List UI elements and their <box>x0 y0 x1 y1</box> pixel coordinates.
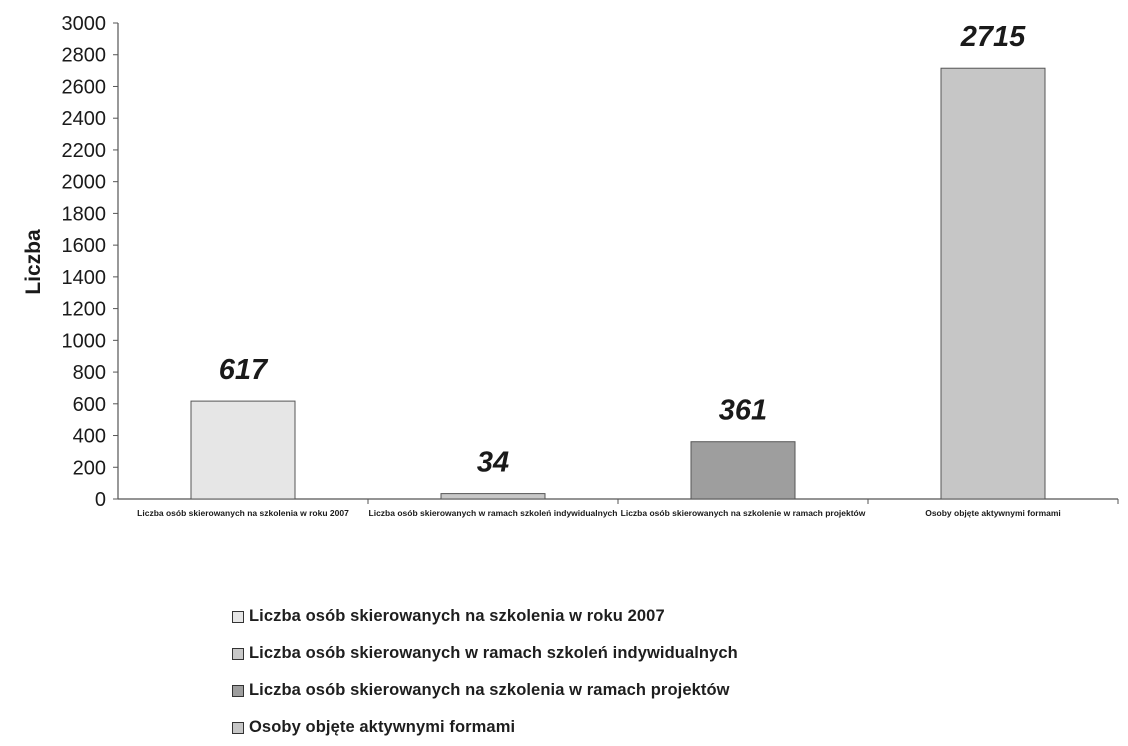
y-tick-label: 800 <box>73 362 106 384</box>
legend-swatch-0 <box>232 610 244 623</box>
legend: Liczba osób skierowanych na szkolenia w … <box>232 598 738 746</box>
bar-chart: Liczba 0 200 400 600 800 1000 1200 1400 1600 1800… <box>22 13 1119 518</box>
x-tick-label: Liczba osób skierowanych na szkolenie w … <box>621 508 866 518</box>
y-tick-label: 2200 <box>62 140 107 162</box>
y-axis: 0 200 400 600 800 1000 1200 1400 1600 1800 2000 220… <box>62 13 119 511</box>
bar <box>190 400 296 500</box>
legend-swatch-1 <box>232 647 244 660</box>
y-tick-label: 200 <box>73 457 106 479</box>
y-tick-label: 1000 <box>62 330 107 352</box>
x-tick-label: Liczba osób skierowanych w ramach szkole… <box>369 508 618 518</box>
y-tick-label: 1400 <box>62 267 107 289</box>
legend-label-3: Osoby objęte aktywnymi formami <box>249 718 516 736</box>
legend-item: Liczba osób skierowanych w ramach szkole… <box>232 635 738 672</box>
legend-swatch-3 <box>232 721 244 734</box>
y-tick-label: 600 <box>73 394 106 416</box>
data-label: 361 <box>719 395 767 427</box>
y-tick-label: 1200 <box>62 299 107 321</box>
y-tick-label: 3000 <box>62 13 107 35</box>
x-tick-label: Osoby objęte aktywnymi formami <box>925 508 1061 518</box>
y-tick-label: 2000 <box>62 172 107 194</box>
y-tick-label: 2600 <box>62 76 107 98</box>
data-labels: 617 34 361 2715 <box>219 21 1026 478</box>
x-tick-labels: Liczba osób skierowanych na szkolenia w … <box>137 508 1061 518</box>
y-tick-label: 0 <box>95 489 106 511</box>
data-label: 2715 <box>960 21 1026 53</box>
x-tick-label: Liczba osób skierowanych na szkolenia w … <box>137 508 349 518</box>
y-tick-label: 2800 <box>62 45 107 67</box>
legend-item: Liczba osób skierowanych na szkolenia w … <box>232 672 738 709</box>
data-label: 617 <box>219 354 269 386</box>
legend-swatch-2 <box>232 684 244 697</box>
bars <box>190 67 1046 500</box>
y-tick-label: 1800 <box>62 203 107 225</box>
legend-label-2: Liczba osób skierowanych na szkolenia w … <box>249 681 730 699</box>
y-axis-label: Liczba <box>22 229 45 295</box>
legend-label-0: Liczba osób skierowanych na szkolenia w … <box>249 607 665 625</box>
bar <box>440 493 546 500</box>
legend-item: Liczba osób skierowanych na szkolenia w … <box>232 598 738 635</box>
bar <box>690 441 796 500</box>
legend-item: Osoby objęte aktywnymi formami <box>232 709 738 746</box>
y-tick-label: 400 <box>73 426 106 448</box>
bar <box>940 67 1046 500</box>
y-tick-label: 2400 <box>62 108 107 130</box>
data-label: 34 <box>477 447 509 479</box>
x-axis <box>118 498 1119 504</box>
legend-label-1: Liczba osób skierowanych w ramach szkole… <box>249 644 738 662</box>
y-tick-label: 1600 <box>62 235 107 257</box>
